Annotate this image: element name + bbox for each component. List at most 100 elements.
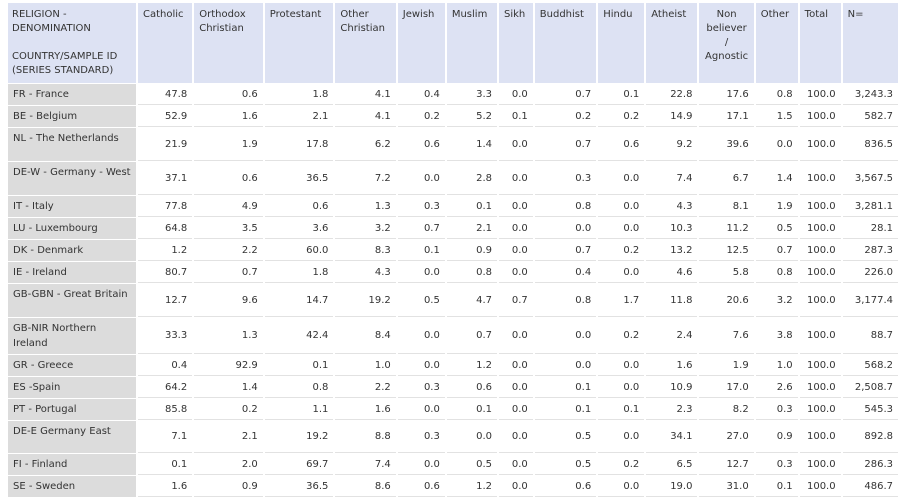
data-cell: 100.0 [799, 196, 841, 217]
data-cell: 0.0 [397, 399, 445, 420]
data-cell: 3.2 [755, 284, 798, 317]
data-cell: 0.7 [397, 218, 445, 239]
data-row: IE - Ireland 80.7 0.7 1.8 4.3 0.0 0.8 0.0 0.4 0.0… [8, 262, 898, 283]
data-cell: 3.6 [264, 218, 334, 239]
data-cell: 100.0 [799, 284, 841, 317]
data-cell: 0.3 [755, 399, 798, 420]
data-cell: 0.4 [137, 355, 193, 376]
column-header: Buddhist [534, 3, 597, 83]
data-row: GB-NIR Northern Ireland 33.3 1.3 42.4 8.4 0.0… [8, 318, 898, 354]
data-cell: 0.1 [534, 377, 597, 398]
data-cell: 0.4 [397, 84, 445, 105]
data-cell: 2.2 [335, 377, 396, 398]
data-cell: 5.8 [699, 262, 754, 283]
data-cell: 36.5 [264, 162, 334, 195]
data-cell: 287.3 [842, 240, 898, 261]
data-cell: 19.2 [335, 284, 396, 317]
data-cell: 1.2 [446, 355, 497, 376]
data-row: LU - Luxembourg 64.8 3.5 3.6 3.2 0.7 2.1 0.0 0.0… [8, 218, 898, 239]
data-cell: 3.3 [446, 84, 497, 105]
data-cell: 0.0 [499, 454, 533, 475]
data-cell: 100.0 [799, 162, 841, 195]
data-cell: 0.3 [397, 421, 445, 453]
data-cell: 0.0 [598, 476, 645, 497]
data-cell: 1.3 [194, 318, 263, 354]
data-cell: 0.0 [397, 162, 445, 195]
data-cell: 37.1 [137, 162, 193, 195]
data-cell: 0.0 [397, 262, 445, 283]
data-cell: 3,281.1 [842, 196, 898, 217]
data-cell: 0.0 [499, 218, 533, 239]
data-cell: 80.7 [137, 262, 193, 283]
data-cell: 0.2 [598, 318, 645, 354]
row-label: NL - The Netherlands [8, 128, 136, 161]
data-cell: 4.9 [194, 196, 263, 217]
corner-header: RELIGION - DENOMINATION COUNTRY/SAMPLE ID… [8, 3, 136, 83]
data-cell: 0.2 [598, 106, 645, 127]
data-cell: 0.0 [499, 318, 533, 354]
data-cell: 1.7 [598, 284, 645, 317]
data-cell: 5.2 [446, 106, 497, 127]
data-cell: 0.8 [755, 84, 798, 105]
row-label: LU - Luxembourg [8, 218, 136, 239]
data-cell: 1.8 [264, 262, 334, 283]
data-cell: 20.6 [699, 284, 754, 317]
data-cell: 1.2 [137, 240, 193, 261]
data-cell: 0.3 [397, 196, 445, 217]
data-cell: 2.4 [646, 318, 698, 354]
column-header: Muslim [446, 3, 497, 83]
data-cell: 0.0 [598, 377, 645, 398]
data-cell: 28.1 [842, 218, 898, 239]
data-cell: 2.3 [646, 399, 698, 420]
corner-title: RELIGION - DENOMINATION [12, 9, 91, 34]
data-cell: 0.0 [499, 162, 533, 195]
data-cell: 0.0 [446, 421, 497, 453]
data-cell: 0.0 [499, 421, 533, 453]
data-cell: 0.0 [755, 128, 798, 161]
data-cell: 0.6 [194, 162, 263, 195]
data-cell: 3,243.3 [842, 84, 898, 105]
data-cell: 47.8 [137, 84, 193, 105]
data-cell: 1.9 [755, 196, 798, 217]
row-label: GB-GBN - Great Britain [8, 284, 136, 317]
data-cell: 0.0 [499, 399, 533, 420]
data-cell: 4.1 [335, 106, 396, 127]
data-cell: 0.0 [499, 196, 533, 217]
row-label: ES -Spain [8, 377, 136, 398]
column-header: Jewish [397, 3, 445, 83]
data-cell: 0.1 [446, 196, 497, 217]
data-cell: 88.7 [842, 318, 898, 354]
data-cell: 1.4 [194, 377, 263, 398]
data-cell: 12.7 [137, 284, 193, 317]
data-cell: 0.2 [397, 106, 445, 127]
data-cell: 0.6 [397, 476, 445, 497]
data-cell: 0.0 [397, 355, 445, 376]
header-row: RELIGION - DENOMINATION COUNTRY/SAMPLE ID… [8, 3, 898, 83]
data-cell: 4.7 [446, 284, 497, 317]
data-cell: 0.1 [755, 476, 798, 497]
data-cell: 17.8 [264, 128, 334, 161]
data-cell: 0.0 [534, 318, 597, 354]
data-cell: 27.0 [699, 421, 754, 453]
data-cell: 0.0 [598, 218, 645, 239]
data-cell: 85.8 [137, 399, 193, 420]
data-cell: 100.0 [799, 454, 841, 475]
data-cell: 21.9 [137, 128, 193, 161]
data-cell: 0.9 [446, 240, 497, 261]
data-cell: 100.0 [799, 84, 841, 105]
data-cell: 64.2 [137, 377, 193, 398]
data-cell: 0.1 [598, 399, 645, 420]
data-cell: 2.0 [194, 454, 263, 475]
data-cell: 6.5 [646, 454, 698, 475]
row-label: IT - Italy [8, 196, 136, 217]
data-cell: 0.5 [397, 284, 445, 317]
data-cell: 0.0 [598, 355, 645, 376]
data-cell: 0.2 [194, 399, 263, 420]
data-cell: 0.1 [534, 399, 597, 420]
data-cell: 1.1 [264, 399, 334, 420]
data-row: GB-GBN - Great Britain 12.7 9.6 14.7 19.2 0.5… [8, 284, 898, 317]
data-table: RELIGION - DENOMINATION COUNTRY/SAMPLE ID… [6, 2, 900, 498]
data-cell: 34.1 [646, 421, 698, 453]
data-cell: 10.3 [646, 218, 698, 239]
data-cell: 100.0 [799, 476, 841, 497]
